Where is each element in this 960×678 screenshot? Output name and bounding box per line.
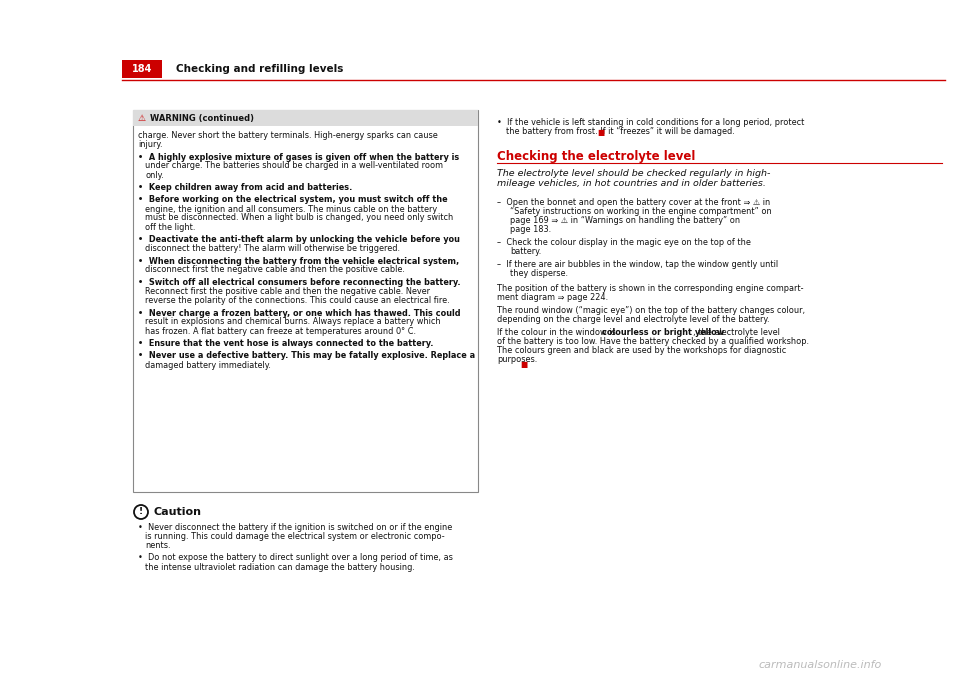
Text: the battery from frost. If it “freezes” it will be damaged.: the battery from frost. If it “freezes” … [506,127,734,136]
Text: depending on the charge level and electrolyte level of the battery.: depending on the charge level and electr… [497,315,770,324]
Text: ment diagram ⇒ page 224.: ment diagram ⇒ page 224. [497,293,608,302]
Text: The colours green and black are used by the workshops for diagnostic: The colours green and black are used by … [497,346,786,355]
Text: ⚠: ⚠ [138,113,146,123]
Text: •  Switch off all electrical consumers before reconnecting the battery.: • Switch off all electrical consumers be… [138,278,461,287]
Text: WARNING (continued): WARNING (continued) [150,113,254,123]
Text: If the colour in the window is: If the colour in the window is [497,328,618,337]
Text: The position of the battery is shown in the corresponding engine compart-: The position of the battery is shown in … [497,284,804,293]
Text: of the battery is too low. Have the battery checked by a qualified workshop.: of the battery is too low. Have the batt… [497,337,809,346]
Text: •  Do not expose the battery to direct sunlight over a long period of time, as: • Do not expose the battery to direct su… [138,553,453,563]
Text: The electrolyte level should be checked regularly in high-: The electrolyte level should be checked … [497,169,770,178]
Text: under charge. The batteries should be charged in a well-ventilated room: under charge. The batteries should be ch… [145,161,443,170]
Text: mileage vehicles, in hot countries and in older batteries.: mileage vehicles, in hot countries and i… [497,180,766,188]
Text: 184: 184 [132,64,153,74]
Text: •  Keep children away from acid and batteries.: • Keep children away from acid and batte… [138,183,352,192]
Text: damaged battery immediately.: damaged battery immediately. [145,361,271,370]
Text: battery.: battery. [510,247,541,256]
Text: carmanualsonline.info: carmanualsonline.info [758,660,881,670]
Text: must be disconnected. When a light bulb is changed, you need only switch: must be disconnected. When a light bulb … [145,214,453,222]
Bar [122,60,162,78]
Text: disconnect the battery! The alarm will otherwise be triggered.: disconnect the battery! The alarm will o… [145,244,400,253]
Text: –  If there are air bubbles in the window, tap the window gently until: – If there are air bubbles in the window… [497,260,779,269]
Text: Reconnect first the positive cable and then the negative cable. Never: Reconnect first the positive cable and t… [145,287,430,296]
Text: colourless or bright yellow: colourless or bright yellow [602,328,724,337]
Text: •  Deactivate the anti-theft alarm by unlocking the vehicle before you: • Deactivate the anti-theft alarm by unl… [138,235,460,244]
Text: disconnect first the negative cable and then the positive cable.: disconnect first the negative cable and … [145,266,405,275]
Text: •  Never disconnect the battery if the ignition is switched on or if the engine: • Never disconnect the battery if the ig… [138,523,452,532]
Text: •  A highly explosive mixture of gases is given off when the battery is: • A highly explosive mixture of gases is… [138,153,459,161]
Text: , the electrolyte level: , the electrolyte level [693,328,780,337]
Bar [133,110,478,126]
Text: result in explosions and chemical burns. Always replace a battery which: result in explosions and chemical burns.… [145,317,441,327]
Text: they disperse.: they disperse. [510,269,568,278]
Text: !: ! [139,508,143,517]
Text: reverse the polarity of the connections. This could cause an electrical fire.: reverse the polarity of the connections.… [145,296,449,305]
Text: •  If the vehicle is left standing in cold conditions for a long period, protect: • If the vehicle is left standing in col… [497,118,804,127]
Text: injury.: injury. [138,140,162,149]
Bar [133,110,478,492]
Text: off the light.: off the light. [145,222,196,231]
Text: the intense ultraviolet radiation can damage the battery housing.: the intense ultraviolet radiation can da… [145,563,415,572]
Text: •  Never charge a frozen battery, or one which has thawed. This could: • Never charge a frozen battery, or one … [138,308,461,317]
Text: has frozen. A flat battery can freeze at temperatures around 0° C.: has frozen. A flat battery can freeze at… [145,327,416,336]
Text: •  Ensure that the vent hose is always connected to the battery.: • Ensure that the vent hose is always co… [138,339,433,348]
Text: •  Never use a defective battery. This may be fatally explosive. Replace a: • Never use a defective battery. This ma… [138,351,475,361]
Text: –  Open the bonnet and open the battery cover at the front ⇒ ⚠ in: – Open the bonnet and open the battery c… [497,198,770,207]
Text: page 183.: page 183. [510,225,551,234]
Text: Checking and refilling levels: Checking and refilling levels [176,64,344,74]
Text: nents.: nents. [145,541,171,550]
Text: •  Before working on the electrical system, you must switch off the: • Before working on the electrical syste… [138,195,447,205]
Text: charge. Never short the battery terminals. High-energy sparks can cause: charge. Never short the battery terminal… [138,131,438,140]
Text: engine, the ignition and all consumers. The minus cable on the battery: engine, the ignition and all consumers. … [145,205,437,214]
Text: only.: only. [145,170,164,180]
Text: –  Check the colour display in the magic eye on the top of the: – Check the colour display in the magic … [497,238,751,247]
Text: •  When disconnecting the battery from the vehicle electrical system,: • When disconnecting the battery from th… [138,256,459,266]
Text: Caution: Caution [153,507,201,517]
Text: “Safety instructions on working in the engine compartment” on: “Safety instructions on working in the e… [510,207,772,216]
Text: ■: ■ [520,361,528,370]
Text: purposes.: purposes. [497,355,538,364]
Text: page 169 ⇒ ⚠ in “Warnings on handling the battery” on: page 169 ⇒ ⚠ in “Warnings on handling th… [510,216,740,225]
Text: Checking the electrolyte level: Checking the electrolyte level [497,150,695,163]
Text: ■: ■ [597,128,605,137]
Text: The round window (“magic eye”) on the top of the battery changes colour,: The round window (“magic eye”) on the to… [497,306,805,315]
Text: is running. This could damage the electrical system or electronic compo-: is running. This could damage the electr… [145,532,444,541]
